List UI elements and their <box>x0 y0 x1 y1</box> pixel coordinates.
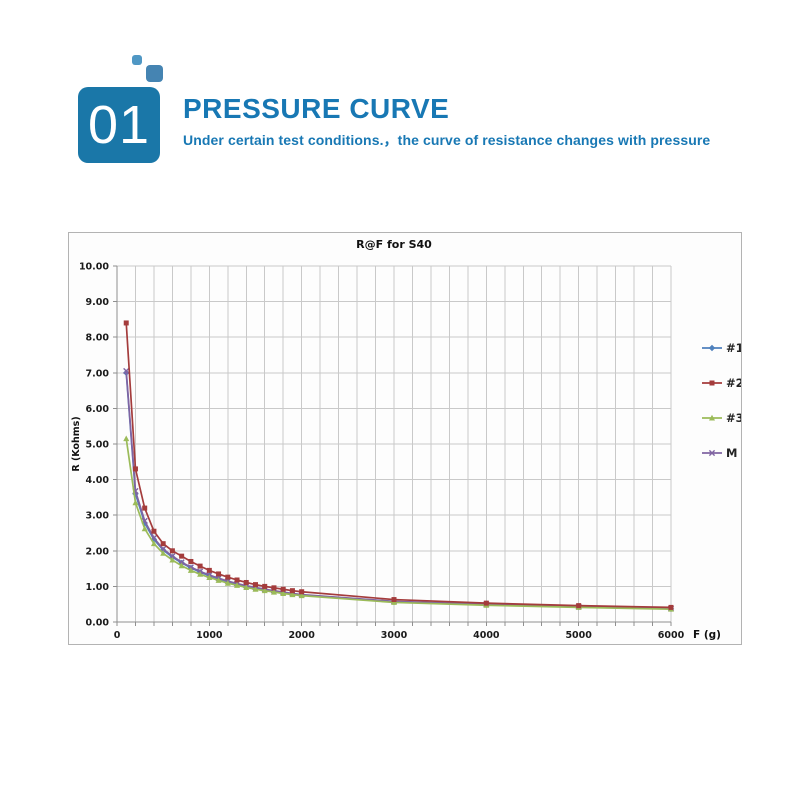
svg-text:10.00: 10.00 <box>79 262 109 273</box>
svg-text:#3: #3 <box>726 411 741 425</box>
svg-text:0: 0 <box>114 630 121 641</box>
page-title: PRESSURE CURVE <box>183 93 450 124</box>
svg-text:7.00: 7.00 <box>86 368 110 379</box>
svg-text:6000: 6000 <box>658 630 685 641</box>
legend-item-2: #2 <box>702 376 744 390</box>
x-tick-labels: 0 1000 2000 3000 4000 5000 6000 <box>114 630 685 641</box>
legend-item-1: #1 <box>702 341 744 355</box>
svg-text:8.00: 8.00 <box>86 333 110 344</box>
svg-text:5000: 5000 <box>565 630 592 641</box>
svg-text:M: M <box>726 446 737 460</box>
axes <box>116 266 671 623</box>
section-number-badge: 01 <box>78 87 160 163</box>
series-3 <box>123 435 674 612</box>
svg-text:3000: 3000 <box>381 630 408 641</box>
svg-text:0.00: 0.00 <box>86 618 110 629</box>
page-subtitle: Under certain test conditions.，the curve… <box>183 131 711 148</box>
legend: #1 #2 #3 M <box>702 341 744 460</box>
svg-text:5.00: 5.00 <box>86 440 110 451</box>
legend-item-3: #3 <box>702 411 744 425</box>
pressure-chart: 10.00 9.00 8.00 7.00 6.00 5.00 4.00 3.00 2.00 1.0… <box>68 232 744 645</box>
series-M <box>123 367 675 612</box>
svg-text:2000: 2000 <box>288 630 315 641</box>
svg-text:3.00: 3.00 <box>86 511 110 522</box>
svg-text:1000: 1000 <box>196 630 223 641</box>
chart-title: R@F for S40 <box>356 238 432 251</box>
y-axis-label: R (Kohms) <box>71 416 82 471</box>
pressure-chart-svg: 10.00 9.00 8.00 7.00 6.00 5.00 4.00 3.00 2.00 1.0… <box>71 238 744 641</box>
x-axis-label: F (g) <box>693 629 721 641</box>
series-2 <box>123 320 674 610</box>
svg-text:4000: 4000 <box>473 630 500 641</box>
svg-text:2.00: 2.00 <box>86 546 110 557</box>
legend-item-M: M <box>702 446 737 460</box>
svg-text:1.00: 1.00 <box>86 582 110 593</box>
decor-square-small-icon <box>132 55 142 65</box>
header-titles: PRESSURE CURVE Under certain test condit… <box>183 93 763 150</box>
svg-text:#2: #2 <box>726 376 741 390</box>
svg-text:9.00: 9.00 <box>86 297 110 308</box>
tick-marks <box>113 265 672 626</box>
svg-text:6.00: 6.00 <box>86 404 110 415</box>
svg-text:#1: #1 <box>726 341 741 355</box>
svg-text:4.00: 4.00 <box>86 475 110 486</box>
section-number: 01 <box>87 95 151 155</box>
y-tick-labels: 10.00 9.00 8.00 7.00 6.00 5.00 4.00 3.00 2.00 1.0… <box>79 262 109 629</box>
decor-square-large-icon <box>146 65 163 82</box>
